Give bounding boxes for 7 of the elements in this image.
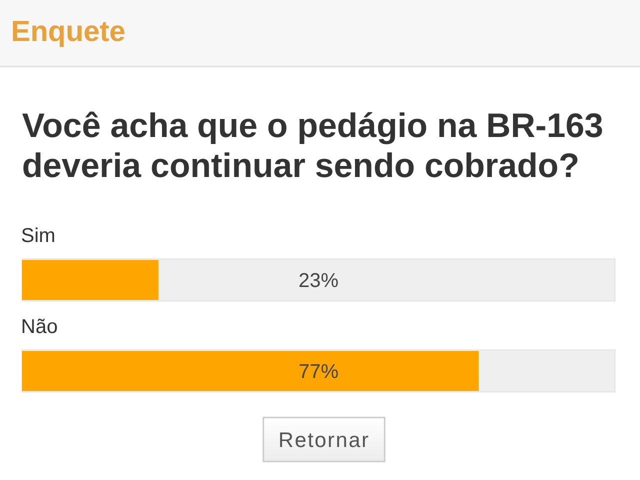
y-tick-label: Sim (21, 225, 56, 247)
chart-subtitle: Você acha que o pedágio na BR-163 deveria continuar sendo cobrado? (22, 107, 604, 185)
text: Retornar (278, 429, 370, 452)
chart-title: Enquete (11, 16, 126, 48)
data-label: 77% (298, 361, 339, 383)
data-label: 23% (298, 270, 339, 292)
y-tick-label: Não (21, 316, 58, 338)
